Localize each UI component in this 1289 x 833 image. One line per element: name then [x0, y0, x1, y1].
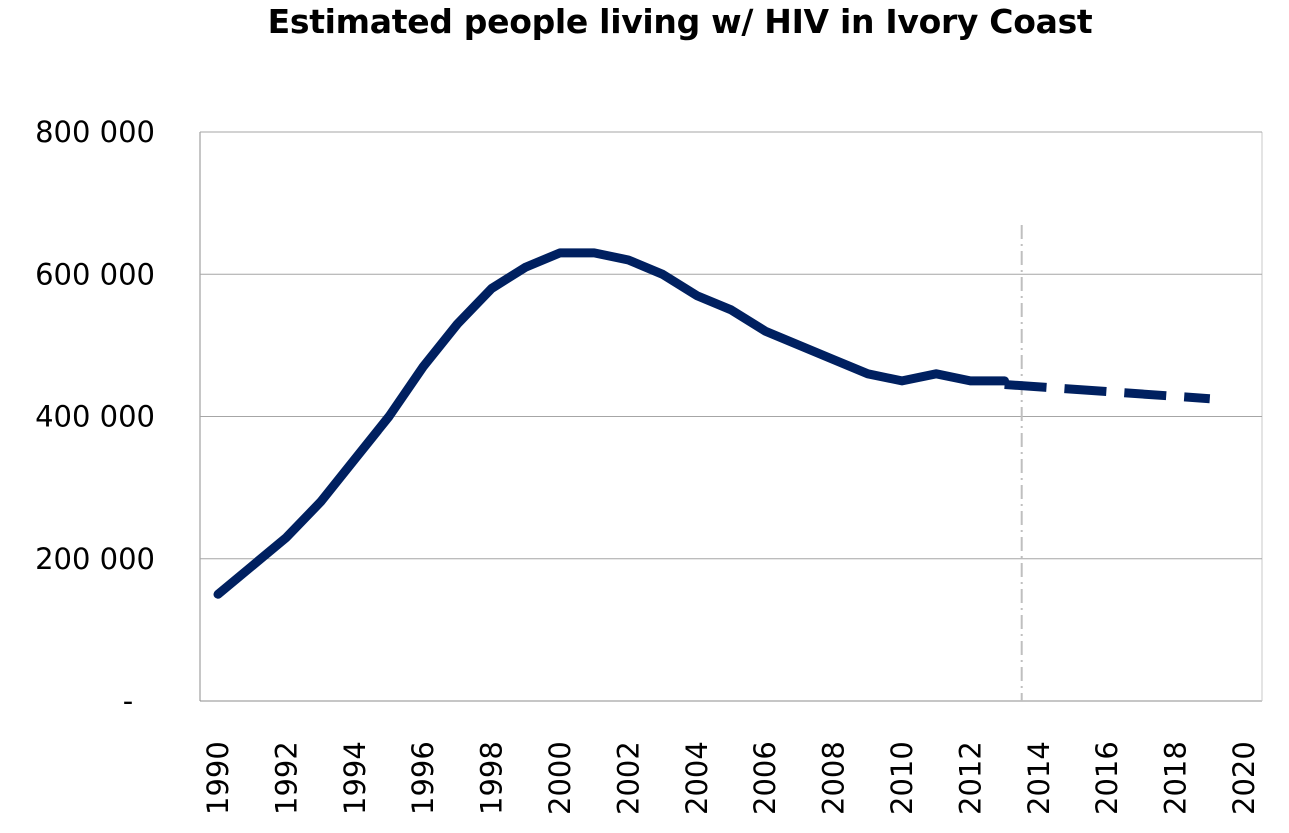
x-tick-label: 1990 — [201, 741, 235, 815]
estimate-line — [213, 248, 1010, 599]
gridlines — [200, 131, 1262, 560]
projection-line — [1004, 380, 1211, 404]
x-tick-label: 2004 — [680, 741, 714, 815]
x-tick-label: 2016 — [1090, 741, 1124, 815]
x-tick-label: 2000 — [543, 741, 577, 815]
x-tick-label: 1994 — [338, 741, 372, 815]
x-axis: 1990 1992 1994 1996 1998 2000 2002 2004 2006 2008… — [201, 741, 1261, 815]
x-tick-label: 2006 — [748, 741, 782, 815]
y-tick-label: 600 000 — [35, 257, 155, 291]
chart-title: Estimated people living w/ HIV in Ivory … — [267, 2, 1093, 41]
x-tick-label: 2020 — [1227, 741, 1261, 815]
x-tick-label: 2008 — [817, 741, 851, 815]
x-tick-label: 2012 — [953, 741, 987, 815]
y-tick-label: - — [123, 684, 133, 718]
x-tick-label: 1998 — [475, 741, 509, 815]
y-tick-label: 200 000 — [35, 542, 155, 576]
x-tick-label: 2002 — [611, 741, 645, 815]
x-tick-label: 1992 — [269, 741, 303, 815]
x-tick-label: 2014 — [1022, 741, 1056, 815]
y-tick-label: 400 000 — [35, 400, 155, 434]
series-group — [213, 248, 1211, 599]
x-tick-label: 1996 — [406, 741, 440, 815]
y-axis: - 200 000 400 000 600 000 800 000 — [35, 115, 155, 718]
x-tick-label: 2010 — [885, 741, 919, 815]
x-tick-label: 2018 — [1159, 741, 1193, 815]
y-tick-label: 800 000 — [35, 115, 155, 149]
